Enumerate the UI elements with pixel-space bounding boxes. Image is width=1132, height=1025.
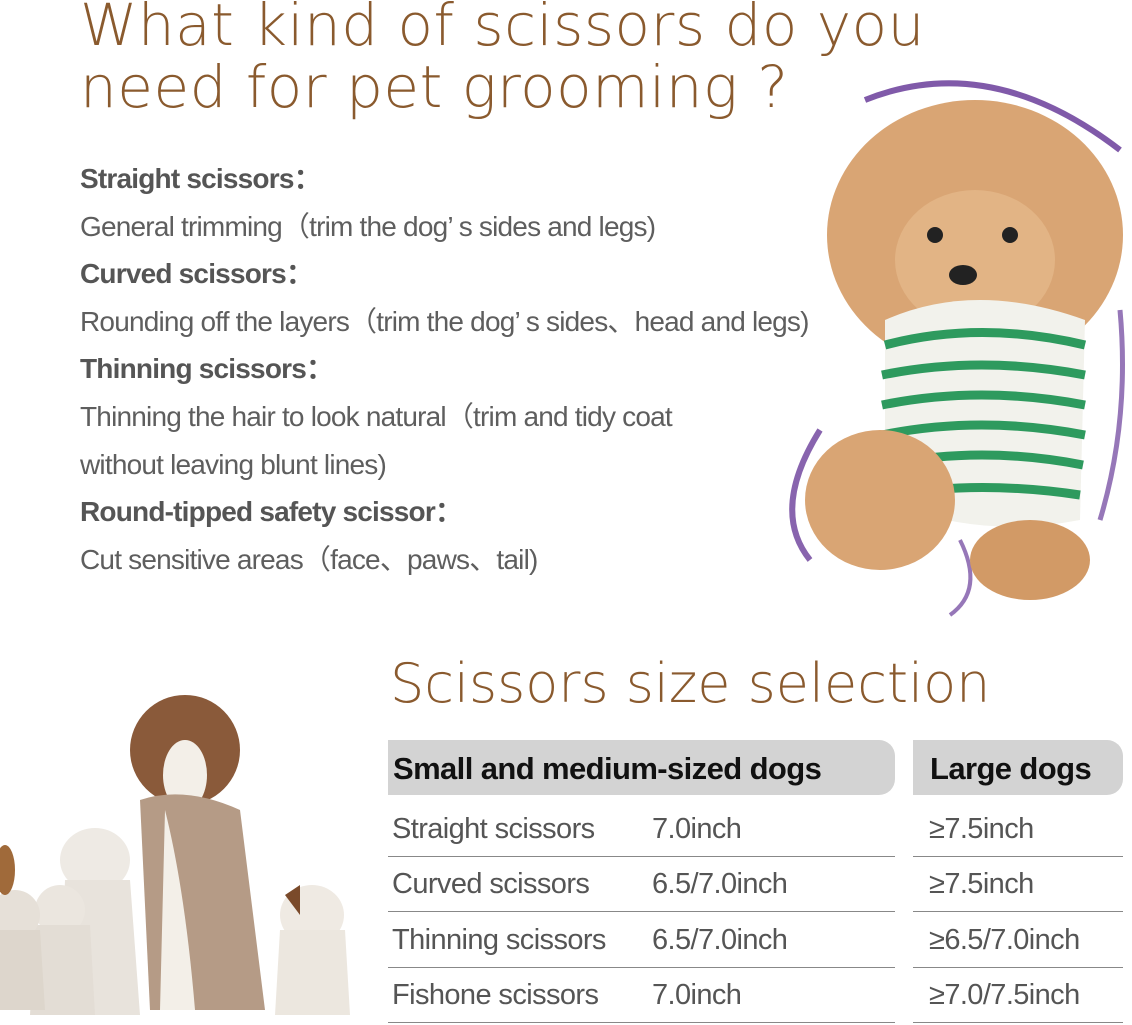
size-small-medium: 7.0inch: [652, 979, 742, 1011]
scissor-type: Fishone scissors: [392, 979, 599, 1011]
type-desc-curved: Rounding off the layers（trim the dog’ s …: [80, 305, 809, 337]
size-large: ≥6.5/7.0inch: [929, 924, 1080, 956]
table-row: ≥6.5/7.0inch: [913, 911, 1123, 968]
poodle-image: [789, 80, 1125, 617]
header-large: Large dogs: [913, 740, 1123, 795]
type-desc-straight: General trimming（trim the dog’ s sides a…: [80, 210, 656, 242]
size-selection-title: Scissors size selection: [390, 652, 991, 715]
size-small-medium: 7.0inch: [652, 813, 742, 845]
type-desc-thinning-2: without leaving blunt lines): [80, 448, 387, 480]
scissor-types-list: Straight scissors： General trimming（trim…: [80, 155, 900, 583]
size-large: ≥7.5inch: [929, 868, 1034, 900]
table-row: ≥7.0/7.5inch: [913, 966, 1123, 1023]
page-title: What kind of scissors do you need for pe…: [80, 0, 925, 118]
table-row: Straight scissors 7.0inch: [388, 800, 895, 857]
dogs-group-image: [0, 695, 350, 1015]
type-heading-straight: Straight scissors：: [80, 163, 322, 194]
type-heading-thinning: Thinning scissors：: [80, 353, 334, 385]
title-line-2: need for pet grooming ?: [80, 53, 789, 121]
type-heading-curved: Curved scissors：: [80, 258, 314, 290]
type-desc-safety: Cut sensitive areas（face、paws、tail): [80, 543, 538, 575]
scissor-type: Thinning scissors: [392, 924, 606, 956]
table-row: Fishone scissors 7.0inch: [388, 966, 895, 1023]
type-heading-safety: Round-tipped safety scissor：: [80, 496, 463, 528]
size-small-medium: 6.5/7.0inch: [652, 868, 788, 900]
type-desc-thinning-1: Thinning the hair to look natural（trim a…: [80, 400, 673, 432]
size-large: ≥7.5inch: [929, 813, 1034, 845]
size-large: ≥7.0/7.5inch: [929, 979, 1080, 1011]
scissor-type: Straight scissors: [392, 813, 595, 845]
table-row: Thinning scissors 6.5/7.0inch: [388, 911, 895, 968]
table-row: Curved scissors 6.5/7.0inch: [388, 855, 895, 912]
size-small-medium: 6.5/7.0inch: [652, 924, 788, 956]
scissor-type: Curved scissors: [392, 868, 590, 900]
header-small-medium: Small and medium-sized dogs: [388, 740, 895, 795]
table-row: ≥7.5inch: [913, 855, 1123, 912]
table-row: ≥7.5inch: [913, 800, 1123, 857]
title-line-1: What kind of scissors do you: [80, 0, 925, 59]
